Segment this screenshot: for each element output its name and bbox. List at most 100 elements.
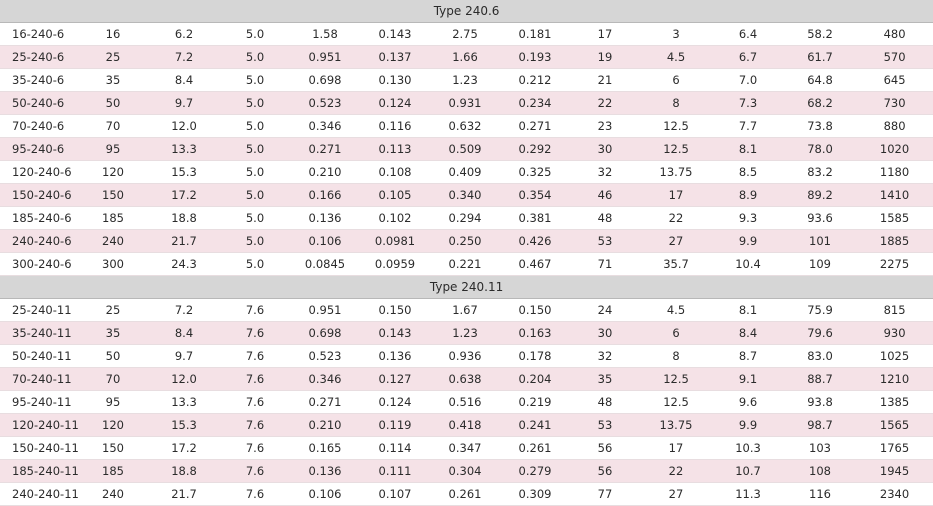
table-cell: 78.0 bbox=[784, 137, 856, 161]
row-designation: 300-240-6 bbox=[0, 252, 78, 276]
table-cell: 17.2 bbox=[148, 183, 220, 207]
table-cell: 1025 bbox=[856, 344, 933, 368]
table-cell: 32 bbox=[570, 160, 640, 184]
table-row: 185-240-6 185 18.8 5.0 0.136 0.102 0.294 0.381 4… bbox=[0, 206, 933, 230]
table-cell: 109 bbox=[784, 252, 856, 276]
table-cell: 101 bbox=[784, 229, 856, 253]
table-cell: 95 bbox=[78, 137, 148, 161]
table-cell: 185 bbox=[78, 459, 148, 483]
table-cell: 8.4 bbox=[712, 321, 784, 345]
table-cell: 75.9 bbox=[784, 298, 856, 322]
table-cell: 730 bbox=[856, 91, 933, 115]
table-cell: 58.2 bbox=[784, 22, 856, 46]
table-cell: 9.3 bbox=[712, 206, 784, 230]
table-cell: 0.698 bbox=[290, 321, 360, 345]
table-cell: 30 bbox=[570, 321, 640, 345]
table-row: 150-240-11 150 17.2 7.6 0.165 0.114 0.347 0.261… bbox=[0, 436, 933, 460]
table-cell: 64.8 bbox=[784, 68, 856, 92]
table-cell: 9.1 bbox=[712, 367, 784, 391]
table-cell: 0.346 bbox=[290, 114, 360, 138]
table-cell: 1.23 bbox=[430, 321, 500, 345]
table-cell: 0.150 bbox=[500, 298, 570, 322]
table-cell: 0.210 bbox=[290, 413, 360, 437]
table-cell: 0.346 bbox=[290, 367, 360, 391]
table-cell: 570 bbox=[856, 45, 933, 69]
table-cell: 0.119 bbox=[360, 413, 430, 437]
table-cell: 0.523 bbox=[290, 344, 360, 368]
table-cell: 0.111 bbox=[360, 459, 430, 483]
table-cell: 1565 bbox=[856, 413, 933, 437]
table-cell: 50 bbox=[78, 91, 148, 115]
table-cell: 1.67 bbox=[430, 298, 500, 322]
table-cell: 0.204 bbox=[500, 367, 570, 391]
table-cell: 5.0 bbox=[220, 22, 290, 46]
table-cell: 88.7 bbox=[784, 367, 856, 391]
table-cell: 0.381 bbox=[500, 206, 570, 230]
row-designation: 35-240-6 bbox=[0, 68, 78, 92]
table-cell: 0.106 bbox=[290, 482, 360, 506]
table-cell: 9.6 bbox=[712, 390, 784, 414]
table-row: 185-240-11 185 18.8 7.6 0.136 0.111 0.304 0.279… bbox=[0, 459, 933, 483]
table-cell: 71 bbox=[570, 252, 640, 276]
row-designation: 50-240-6 bbox=[0, 91, 78, 115]
table-cell: 0.516 bbox=[430, 390, 500, 414]
table-cell: 73.8 bbox=[784, 114, 856, 138]
section-header: Type 240.11 bbox=[0, 275, 933, 299]
table-cell: 0.951 bbox=[290, 298, 360, 322]
table-cell: 0.124 bbox=[360, 390, 430, 414]
table-cell: 0.114 bbox=[360, 436, 430, 460]
table-cell: 0.221 bbox=[430, 252, 500, 276]
table-cell: 0.234 bbox=[500, 91, 570, 115]
table-row: 150-240-6 150 17.2 5.0 0.166 0.105 0.340 0.354 4… bbox=[0, 183, 933, 207]
table-cell: 35 bbox=[78, 321, 148, 345]
table-cell: 11.3 bbox=[712, 482, 784, 506]
table-cell: 2275 bbox=[856, 252, 933, 276]
table-cell: 21.7 bbox=[148, 482, 220, 506]
table-cell: 0.0845 bbox=[290, 252, 360, 276]
table-cell: 7.3 bbox=[712, 91, 784, 115]
row-designation: 35-240-11 bbox=[0, 321, 78, 345]
table-cell: 0.325 bbox=[500, 160, 570, 184]
table-cell: 2.75 bbox=[430, 22, 500, 46]
table-row: 70-240-6 70 12.0 5.0 0.346 0.116 0.632 0.271 23 1… bbox=[0, 114, 933, 138]
table-cell: 24 bbox=[570, 298, 640, 322]
table-cell: 27 bbox=[640, 229, 712, 253]
row-designation: 25-240-11 bbox=[0, 298, 78, 322]
table-cell: 17 bbox=[640, 183, 712, 207]
table-cell: 10.7 bbox=[712, 459, 784, 483]
table-cell: 0.136 bbox=[360, 344, 430, 368]
table-cell: 0.271 bbox=[290, 390, 360, 414]
table-cell: 21 bbox=[570, 68, 640, 92]
table-cell: 0.219 bbox=[500, 390, 570, 414]
table-cell: 79.6 bbox=[784, 321, 856, 345]
table-cell: 7.6 bbox=[220, 482, 290, 506]
table-cell: 12.5 bbox=[640, 367, 712, 391]
table-cell: 0.166 bbox=[290, 183, 360, 207]
table-cell: 56 bbox=[570, 459, 640, 483]
table-cell: 7.6 bbox=[220, 390, 290, 414]
table-cell: 0.467 bbox=[500, 252, 570, 276]
table-cell: 6 bbox=[640, 321, 712, 345]
table-cell: 0.163 bbox=[500, 321, 570, 345]
table-cell: 0.340 bbox=[430, 183, 500, 207]
table-cell: 0.210 bbox=[290, 160, 360, 184]
table-cell: 108 bbox=[784, 459, 856, 483]
table-cell: 0.165 bbox=[290, 436, 360, 460]
table-cell: 0.108 bbox=[360, 160, 430, 184]
table-cell: 0.241 bbox=[500, 413, 570, 437]
table-cell: 0.0981 bbox=[360, 229, 430, 253]
table-cell: 12.0 bbox=[148, 114, 220, 138]
table-cell: 70 bbox=[78, 367, 148, 391]
table-cell: 4.5 bbox=[640, 45, 712, 69]
table-cell: 1385 bbox=[856, 390, 933, 414]
table-cell: 35 bbox=[78, 68, 148, 92]
table-row: 25-240-6 25 7.2 5.0 0.951 0.137 1.66 0.193 19 4.5… bbox=[0, 45, 933, 69]
table-cell: 0.271 bbox=[290, 137, 360, 161]
table-cell: 8.1 bbox=[712, 298, 784, 322]
table-cell: 25 bbox=[78, 45, 148, 69]
table-cell: 21.7 bbox=[148, 229, 220, 253]
table-cell: 5.0 bbox=[220, 183, 290, 207]
table-cell: 7.6 bbox=[220, 298, 290, 322]
table-cell: 46 bbox=[570, 183, 640, 207]
table-cell: 18.8 bbox=[148, 459, 220, 483]
